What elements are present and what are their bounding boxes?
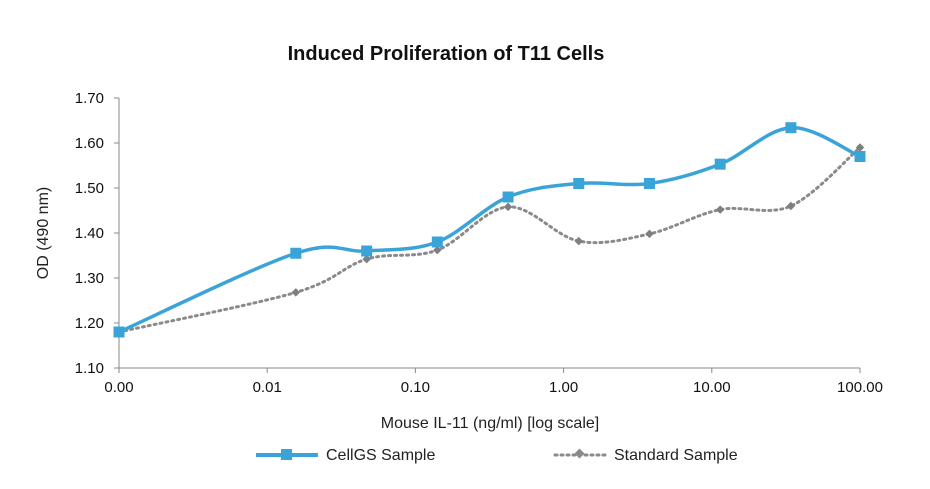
y-tick-label: 1.60	[75, 135, 104, 152]
y-tick-label: 1.10	[75, 360, 104, 377]
data-point-cellgs	[785, 122, 797, 134]
data-point-standard	[362, 254, 371, 264]
data-point-cellgs	[502, 191, 514, 203]
legend-marker-standard	[574, 448, 585, 459]
y-tick-label: 1.40	[75, 225, 104, 242]
legend: CellGS Sample Standard Sample	[256, 447, 738, 464]
data-point-standard	[786, 201, 796, 211]
legend-label-cellgs: CellGS Sample	[326, 447, 435, 464]
data-point-standard	[715, 205, 725, 214]
series-line-standard	[117, 146, 862, 334]
data-point-standard	[574, 236, 584, 246]
x-tick-label: 0.00	[104, 379, 133, 396]
x-axis: 0.00 0.01 0.10 1.00 10.00 100.00	[104, 367, 883, 396]
y-tick-label: 1.50	[75, 180, 104, 197]
data-point-cellgs	[854, 151, 866, 162]
data-point-standard	[645, 229, 654, 239]
x-axis-label: Mouse IL-11 (ng/ml) [log scale]	[381, 415, 599, 432]
y-tick-label: 1.20	[75, 315, 104, 332]
x-tick-label: 1.00	[549, 379, 578, 396]
chart-title: Induced Proliferation of T11 Cells	[288, 43, 605, 65]
x-tick-label: 100.00	[837, 379, 883, 396]
y-tick-label: 1.70	[75, 90, 104, 107]
series-standard	[114, 143, 865, 337]
x-tick-label: 0.01	[253, 379, 282, 396]
data-point-standard	[433, 245, 442, 255]
data-point-standard	[291, 288, 301, 297]
legend-marker-cellgs	[281, 449, 292, 460]
series-layer	[113, 122, 866, 338]
data-point-cellgs	[113, 326, 125, 338]
x-tick-label: 0.10	[401, 379, 430, 396]
data-point-standard	[503, 202, 513, 212]
data-point-cellgs	[361, 245, 373, 257]
y-tick-label: 1.30	[75, 270, 104, 287]
series-cellgs	[113, 122, 866, 338]
data-point-cellgs	[714, 158, 726, 170]
y-axis-label: OD (490 nm)	[35, 187, 52, 279]
data-point-cellgs	[573, 178, 585, 189]
legend-item-cellgs: CellGS Sample	[256, 447, 435, 464]
series-line-cellgs	[118, 125, 861, 334]
x-tick-label: 10.00	[693, 379, 731, 396]
data-point-cellgs	[643, 178, 655, 189]
y-axis: 1.10 1.20 1.30 1.40 1.50 1.60 1.70	[75, 90, 120, 377]
data-point-cellgs	[431, 236, 443, 248]
legend-item-standard: Standard Sample	[553, 447, 738, 464]
legend-label-standard: Standard Sample	[614, 447, 738, 464]
data-point-cellgs	[290, 247, 302, 259]
